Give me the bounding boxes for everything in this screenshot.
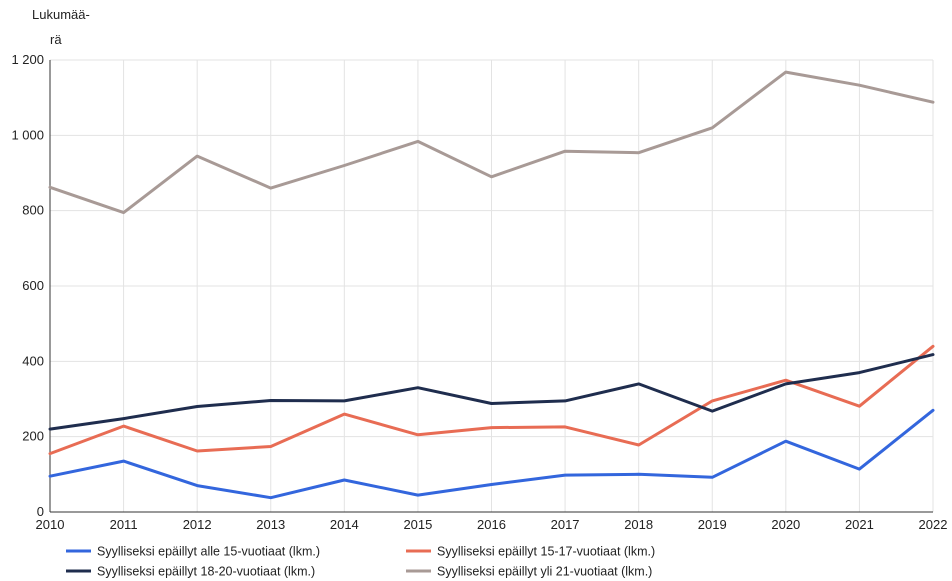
x-tick-label: 2018: [624, 517, 653, 532]
legend-label: Syylliseksi epäillyt 15-17-vuotiaat (lkm…: [437, 545, 655, 559]
y-tick-label: 0: [37, 504, 44, 519]
series-line-2: [48, 344, 935, 456]
series-line-4: [48, 70, 935, 215]
x-tick-label: 2021: [845, 517, 874, 532]
legend-label: Syylliseksi epäillyt 18-20-vuotiaat (lkm…: [97, 565, 315, 579]
x-tick-label: 2010: [36, 517, 65, 532]
legend-item-3: Syylliseksi epäillyt 18-20-vuotiaat (lkm…: [66, 565, 315, 579]
y-tick-labels: 0 200 400 600 800 1 000 1 200: [11, 52, 44, 519]
series-line-3: [48, 353, 935, 431]
y-axis-label: Lukumää- rä: [32, 7, 90, 47]
legend-item-1: Syylliseksi epäillyt alle 15-vuotiaat (l…: [66, 545, 320, 559]
legend-label: Syylliseksi epäillyt alle 15-vuotiaat (l…: [97, 545, 320, 559]
axes: [49, 60, 933, 513]
y-axis-label-line-2: rä: [50, 32, 62, 47]
grid-lines: [50, 59, 934, 512]
series-lines: [48, 70, 935, 500]
x-tick-label: 2022: [919, 517, 948, 532]
legend-item-4: Syylliseksi epäillyt yli 21-vuotiaat (lk…: [406, 565, 652, 579]
x-tick-label: 2020: [771, 517, 800, 532]
series-line-1: [48, 408, 935, 500]
y-tick-label: 400: [22, 353, 44, 368]
x-tick-label: 2016: [477, 517, 506, 532]
y-tick-label: 600: [22, 278, 44, 293]
x-tick-label: 2019: [698, 517, 727, 532]
x-tick-labels: 2010 2011 2012 2013 2014 2015 2016 2017 2018 2019…: [36, 517, 948, 532]
y-tick-label: 1 000: [11, 127, 44, 142]
y-axis-label-line-1: Lukumää-: [32, 7, 90, 22]
x-tick-label: 2013: [256, 517, 285, 532]
x-tick-label: 2017: [551, 517, 580, 532]
y-tick-label: 800: [22, 203, 44, 218]
y-tick-label: 1 200: [11, 52, 44, 67]
x-tick-label: 2012: [183, 517, 212, 532]
x-tick-label: 2011: [110, 517, 138, 532]
legend-label: Syylliseksi epäillyt yli 21-vuotiaat (lk…: [437, 565, 652, 579]
legend-item-2: Syylliseksi epäillyt 15-17-vuotiaat (lkm…: [406, 545, 655, 559]
legend: Syylliseksi epäillyt alle 15-vuotiaat (l…: [66, 545, 655, 579]
y-tick-label: 200: [22, 429, 44, 444]
x-tick-label: 2015: [403, 517, 432, 532]
x-tick-label: 2014: [330, 517, 359, 532]
